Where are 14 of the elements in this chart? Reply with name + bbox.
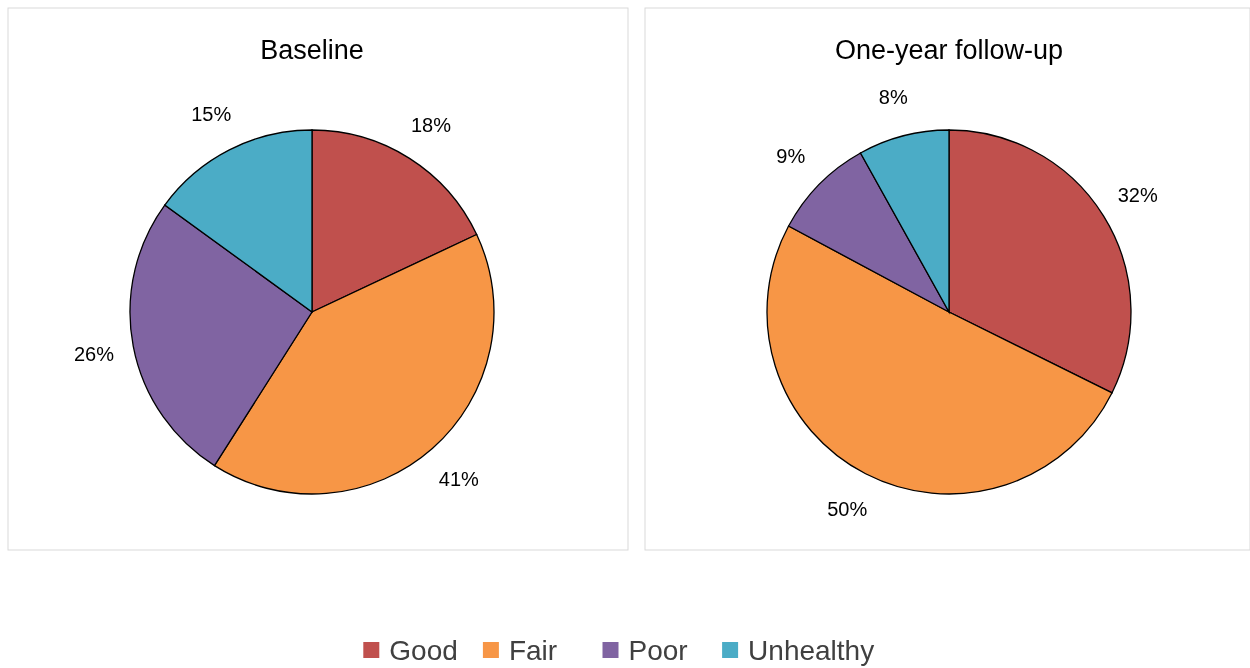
legend-label: Poor	[628, 634, 688, 666]
data-label: 26%	[73, 342, 115, 365]
chart-title: Baseline	[260, 35, 364, 65]
data-label: 32%	[1117, 183, 1158, 206]
legend-label: Fair	[508, 634, 558, 666]
data-label: 50%	[827, 498, 868, 521]
legend-label: Unhealthy	[748, 634, 875, 666]
data-label: 15%	[191, 103, 232, 126]
data-label: 18%	[410, 113, 452, 136]
legend-label: Good	[389, 634, 458, 666]
chart-title: One-year follow-up	[834, 35, 1064, 65]
data-label: 41%	[438, 467, 480, 490]
data-label: 9%	[776, 145, 806, 168]
data-label: 8%	[878, 86, 908, 109]
